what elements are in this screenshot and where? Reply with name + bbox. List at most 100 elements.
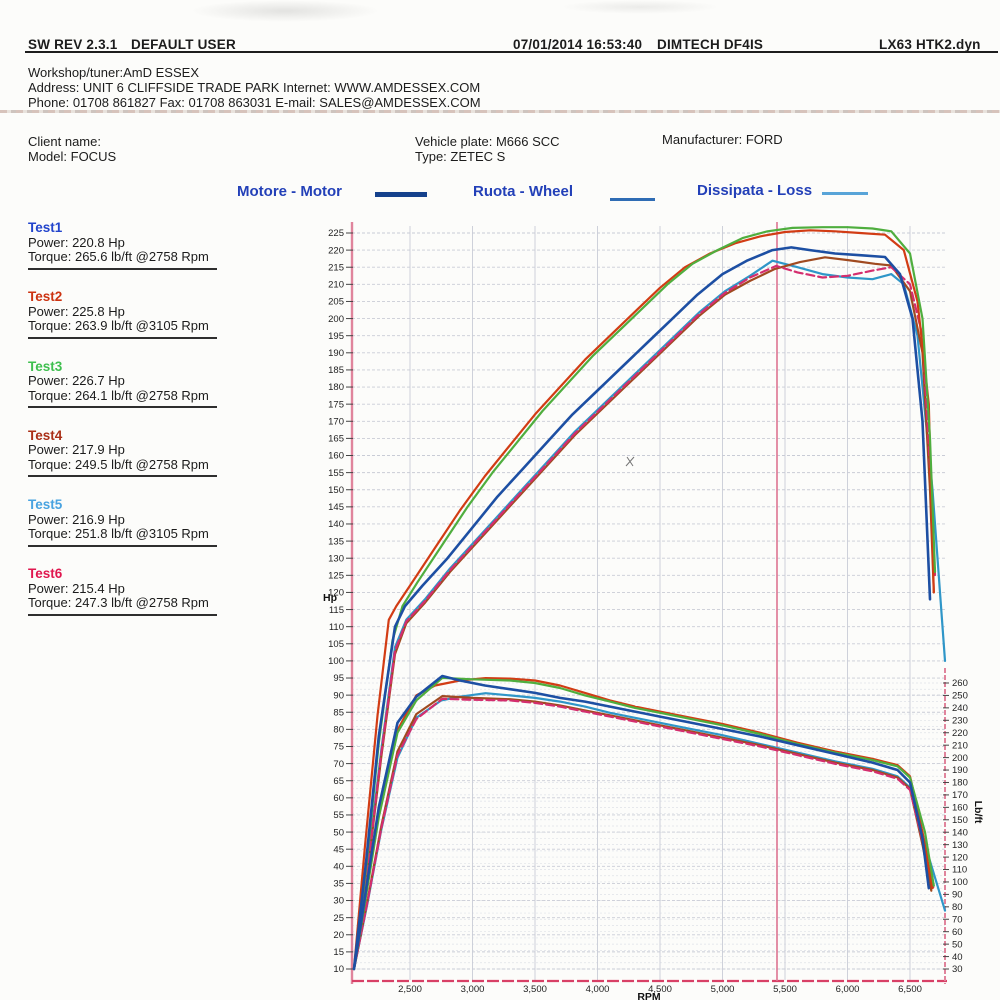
svg-text:75: 75 — [333, 742, 344, 753]
svg-text:180: 180 — [328, 382, 344, 393]
svg-text:15: 15 — [333, 947, 344, 958]
test5-power-curve — [352, 259, 947, 971]
svg-text:10: 10 — [333, 964, 344, 975]
svg-text:140: 140 — [952, 827, 968, 838]
svg-text:150: 150 — [952, 815, 968, 826]
test-result-block: Test4 Power: 217.9 Hp Torque: 249.5 lb/f… — [28, 428, 228, 498]
svg-text:110: 110 — [329, 622, 344, 633]
svg-text:35: 35 — [333, 879, 344, 890]
svg-text:60: 60 — [952, 927, 963, 938]
test-divider — [28, 267, 217, 270]
svg-text:170: 170 — [328, 416, 344, 427]
svg-text:140: 140 — [328, 519, 344, 530]
svg-text:130: 130 — [952, 840, 968, 851]
test-divider — [28, 544, 217, 547]
test-power-value: Power: 225.8 Hp — [28, 303, 125, 319]
legend-line-motor — [375, 192, 427, 197]
svg-text:45: 45 — [333, 844, 344, 855]
test-name: Test6 — [28, 566, 63, 582]
test6-power-curve — [352, 264, 937, 971]
test-result-block: Test6 Power: 215.4 Hp Torque: 247.3 lb/f… — [28, 567, 228, 636]
svg-text:225: 225 — [328, 228, 344, 239]
test-divider — [28, 613, 217, 616]
svg-text:115: 115 — [329, 605, 344, 616]
svg-text:80: 80 — [333, 725, 344, 736]
svg-text:145: 145 — [328, 502, 344, 513]
axes — [346, 222, 949, 984]
svg-text:30: 30 — [333, 896, 344, 907]
svg-text:100: 100 — [952, 877, 968, 888]
svg-text:5,000: 5,000 — [711, 984, 735, 995]
svg-text:70: 70 — [952, 914, 963, 925]
svg-text:40: 40 — [333, 862, 344, 873]
svg-text:105: 105 — [328, 639, 344, 650]
svg-text:120: 120 — [328, 588, 344, 599]
svg-text:135: 135 — [328, 536, 344, 547]
test-power-value: Power: 217.9 Hp — [28, 442, 125, 458]
test-torque-value: Torque: 263.9 lb/ft @3105 Rpm — [28, 318, 209, 334]
svg-text:60: 60 — [333, 793, 344, 804]
svg-text:110: 110 — [952, 865, 967, 876]
svg-text:4,500: 4,500 — [648, 984, 672, 995]
svg-text:185: 185 — [328, 365, 344, 376]
svg-text:190: 190 — [328, 348, 344, 359]
test1-power-curve — [352, 246, 932, 971]
scan-smudge — [560, 0, 720, 14]
test-torque-value: Torque: 251.8 lb/ft @3105 Rpm — [28, 526, 209, 542]
svg-text:50: 50 — [333, 827, 344, 838]
test-name: Test2 — [28, 289, 63, 305]
svg-text:70: 70 — [333, 759, 344, 770]
svg-text:130: 130 — [328, 553, 344, 564]
test3-torque-curve — [352, 676, 935, 971]
legend-label-loss: Dissipata - Loss — [697, 182, 813, 199]
svg-text:190: 190 — [952, 765, 968, 776]
vehicle-manufacturer: Manufacturer: FORD — [662, 132, 783, 147]
software-name: DIMTECH DF4IS — [657, 37, 764, 52]
header-divider — [25, 51, 998, 53]
svg-text:95: 95 — [333, 673, 344, 684]
test-torque-value: Torque: 264.1 lb/ft @2758 Rpm — [28, 387, 209, 403]
svg-text:4,000: 4,000 — [586, 984, 610, 995]
legend-line-loss — [822, 192, 868, 195]
svg-text:2,500: 2,500 — [398, 984, 422, 995]
svg-text:200: 200 — [952, 753, 968, 764]
svg-text:125: 125 — [328, 571, 344, 582]
test-result-block: Test5 Power: 216.9 Hp Torque: 251.8 lb/f… — [28, 498, 228, 567]
test-name: Test5 — [28, 497, 63, 513]
test-name: Test1 — [28, 220, 63, 235]
test-divider — [28, 406, 217, 409]
svg-text:100: 100 — [328, 656, 344, 667]
test-result-block: Test1 Power: 220.8 Hp Torque: 265.6 lb/f… — [28, 220, 228, 290]
svg-text:90: 90 — [333, 690, 344, 701]
svg-text:240: 240 — [952, 703, 968, 714]
svg-text:200: 200 — [328, 314, 344, 325]
legend-line-wheel — [610, 198, 655, 201]
svg-text:3,500: 3,500 — [523, 984, 547, 995]
test-power-value: Power: 226.7 Hp — [28, 373, 125, 389]
test-list: Test1 Power: 220.8 Hp Torque: 265.6 lb/f… — [28, 220, 228, 637]
svg-text:160: 160 — [328, 451, 344, 462]
test-torque-value: Torque: 265.6 lb/ft @2758 Rpm — [28, 249, 209, 264]
svg-text:260: 260 — [952, 678, 968, 689]
software-version: SW REV 2.3.1 — [28, 37, 118, 52]
test-torque-value: Torque: 247.3 lb/ft @2758 Rpm — [28, 595, 209, 611]
legend-label-wheel: Ruota - Wheel — [473, 183, 573, 200]
vehicle-type: Type: ZETEC S — [415, 149, 506, 164]
svg-text:150: 150 — [328, 485, 344, 496]
svg-text:165: 165 — [328, 434, 344, 445]
svg-text:85: 85 — [333, 707, 344, 718]
svg-text:250: 250 — [952, 691, 968, 702]
svg-text:90: 90 — [952, 890, 963, 901]
test-name: Test3 — [28, 358, 63, 374]
svg-text:6,500: 6,500 — [898, 984, 922, 995]
svg-text:205: 205 — [328, 297, 344, 308]
x-axis-title: RPM — [637, 991, 661, 1000]
curves — [352, 226, 947, 971]
test4-power-curve — [352, 256, 935, 971]
svg-text:120: 120 — [952, 852, 968, 863]
svg-text:30: 30 — [952, 964, 963, 975]
legend-label-motor: Motore - Motor — [237, 183, 342, 200]
test3-power-curve — [352, 226, 937, 971]
